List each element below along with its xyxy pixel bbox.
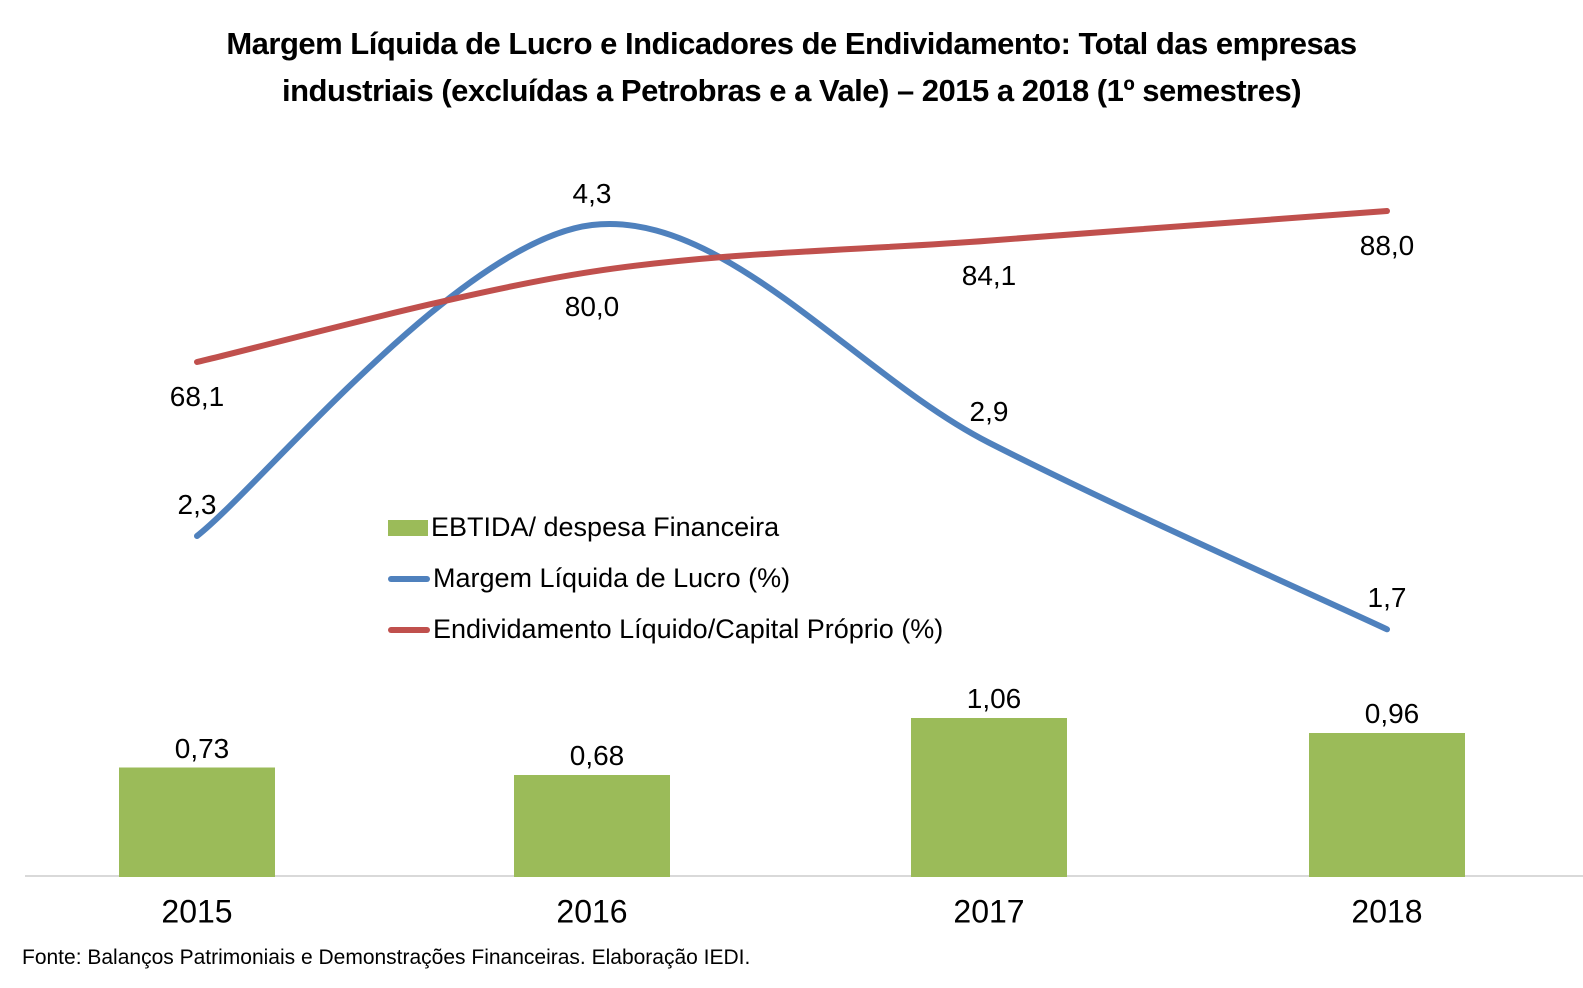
- chart-title-line-2: industriais (excluídas a Petrobras e a V…: [281, 73, 1302, 108]
- bar-2016: [514, 775, 670, 877]
- legend-item-endividamento: Endividamento Líquido/Capital Próprio (%…: [388, 604, 943, 655]
- bar-2015: [119, 767, 275, 877]
- bar-2017: [911, 718, 1067, 877]
- bar-series-swatch-icon: [388, 519, 428, 536]
- margem-liquida-line: [194, 220, 1390, 633]
- legend-label-ebtida: EBTIDA/ despesa Financeira: [431, 512, 780, 542]
- legend-item-margem: Margem Líquida de Lucro (%): [388, 553, 943, 604]
- legend-item-ebtida: EBTIDA/ despesa Financeira: [388, 502, 943, 553]
- legend-label-endividamento: Endividamento Líquido/Capital Próprio (%…: [433, 614, 944, 644]
- legend-label-margem: Margem Líquida de Lucro (%): [433, 563, 791, 593]
- chart-title: Margem Líquida de Lucro e Indicadores de…: [0, 20, 1583, 114]
- chart-legend: EBTIDA/ despesa Financeira Margem Líquid…: [388, 502, 943, 655]
- red-line-swatch-icon: [388, 626, 430, 633]
- endividamento-line: [194, 208, 1390, 365]
- bar-2018: [1309, 733, 1465, 877]
- blue-line-swatch-icon: [388, 575, 430, 582]
- source-note: Fonte: Balanços Patrimoniais e Demonstra…: [22, 946, 751, 969]
- chart-title-line-1: Margem Líquida de Lucro e Indicadores de…: [226, 26, 1357, 61]
